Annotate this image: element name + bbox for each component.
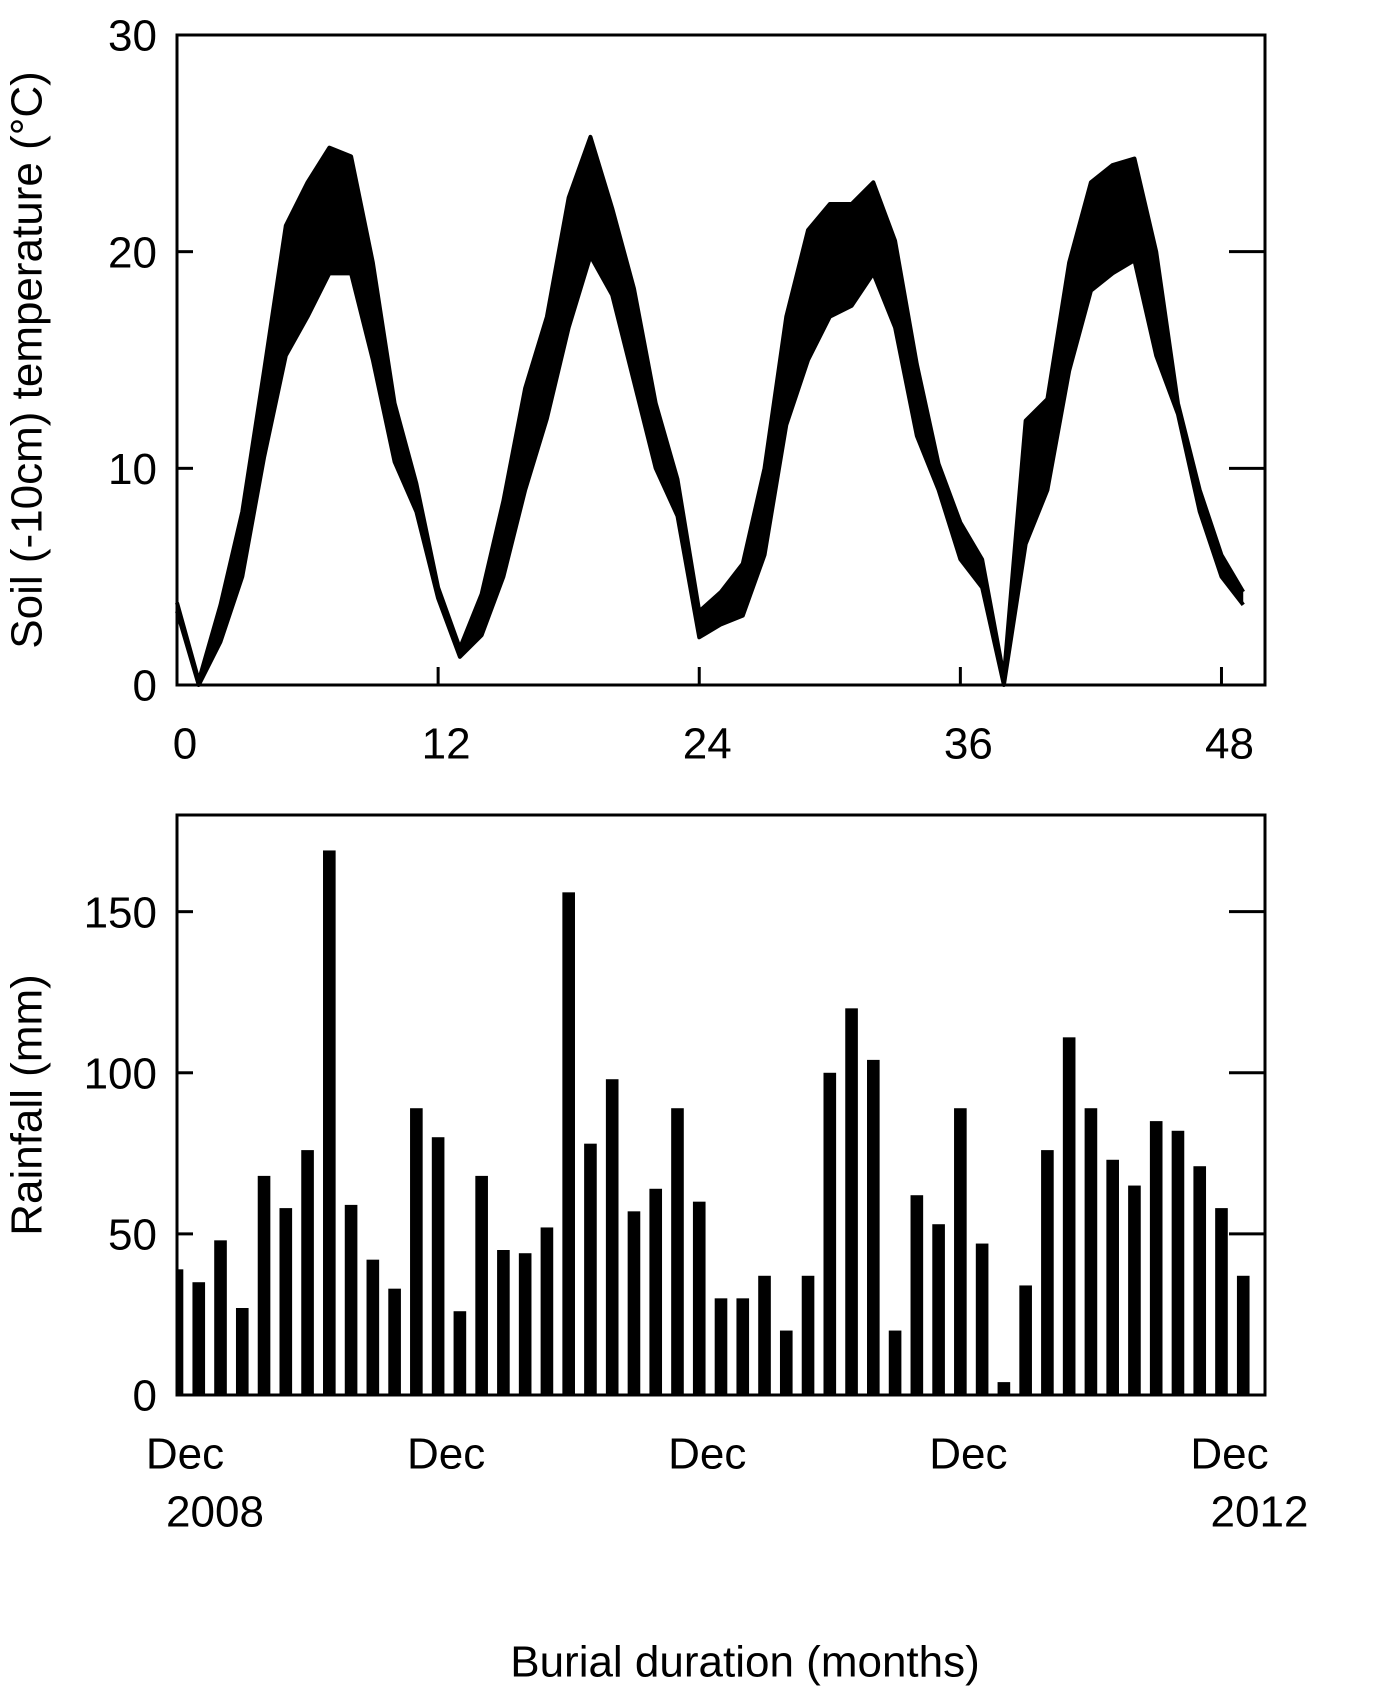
bar — [497, 1250, 510, 1395]
bar — [1149, 1121, 1163, 1395]
upper-line — [175, 134, 1245, 683]
bar — [475, 1175, 488, 1395]
bar — [692, 1201, 706, 1395]
bar — [954, 1108, 967, 1395]
y-tick-label: 100 — [84, 1049, 157, 1098]
bar — [627, 1211, 641, 1395]
y-tick-label: 150 — [84, 888, 157, 937]
x-tick-label: Dec — [929, 1430, 1007, 1479]
bar — [1041, 1150, 1054, 1395]
bar — [910, 1195, 924, 1395]
y-axis-label: Soil (-10cm) temperature (°C) — [3, 71, 52, 649]
y-tick-label: 0 — [133, 662, 157, 711]
bar — [214, 1240, 227, 1395]
x-tick-label: Dec — [146, 1430, 224, 1479]
bar — [177, 1269, 184, 1395]
y-tick-label: 0 — [133, 1372, 157, 1421]
bar — [301, 1150, 314, 1395]
plot-frame — [175, 33, 1267, 687]
bar — [1215, 1208, 1228, 1395]
x-tick-label: 24 — [683, 720, 732, 769]
bar — [431, 1137, 445, 1395]
bar — [845, 1008, 858, 1395]
bar — [867, 1059, 880, 1395]
bar — [366, 1259, 380, 1395]
bar — [801, 1275, 815, 1395]
bar — [758, 1275, 771, 1395]
y-axis-label: Rainfall (mm) — [3, 974, 52, 1236]
bars — [177, 850, 1250, 1395]
bar — [779, 1330, 793, 1395]
temperature-band — [177, 136, 1244, 686]
bar — [562, 892, 575, 1395]
bar — [540, 1227, 554, 1395]
lower-line — [175, 254, 1245, 687]
x-tick-label: Dec — [668, 1430, 746, 1479]
year-label: 2008 — [166, 1488, 264, 1537]
y-tick-label: 30 — [108, 12, 157, 61]
bar — [1019, 1285, 1032, 1395]
bar — [1236, 1275, 1250, 1395]
bar — [323, 850, 336, 1395]
bar — [671, 1108, 684, 1395]
bar — [453, 1311, 467, 1395]
plot-frame — [175, 813, 1267, 1397]
bar — [518, 1253, 532, 1395]
bar — [257, 1175, 271, 1395]
x-tick-label: 0 — [173, 720, 197, 769]
bar — [279, 1208, 293, 1395]
bar — [975, 1243, 989, 1395]
x-tick-label: 36 — [944, 720, 993, 769]
bar — [1084, 1108, 1098, 1395]
bar — [997, 1382, 1011, 1395]
bar — [888, 1330, 902, 1395]
bar — [388, 1288, 401, 1395]
bar — [714, 1298, 728, 1395]
bar — [584, 1143, 597, 1395]
bar — [932, 1224, 945, 1395]
bar — [1193, 1166, 1207, 1395]
bar — [649, 1188, 663, 1395]
x-tick-label: Dec — [407, 1430, 485, 1479]
bar — [344, 1204, 358, 1395]
bar — [410, 1108, 423, 1395]
bar — [1171, 1130, 1185, 1395]
x-tick-label: 12 — [422, 720, 471, 769]
bar — [235, 1308, 249, 1395]
bar — [1128, 1185, 1141, 1395]
y-tick-label: 50 — [108, 1211, 157, 1260]
bar — [1106, 1159, 1119, 1395]
bar — [1062, 1037, 1076, 1395]
x-tick-label: Dec — [1190, 1430, 1268, 1479]
year-label: 2012 — [1211, 1488, 1309, 1537]
y-tick-label: 20 — [108, 228, 157, 277]
bar — [605, 1079, 619, 1395]
y-tick-label: 10 — [108, 445, 157, 494]
x-axis-label: Burial duration (months) — [510, 1638, 980, 1687]
bar — [823, 1072, 837, 1395]
x-tick-label: 48 — [1205, 720, 1254, 769]
bar — [736, 1298, 750, 1395]
bar — [192, 1282, 206, 1395]
